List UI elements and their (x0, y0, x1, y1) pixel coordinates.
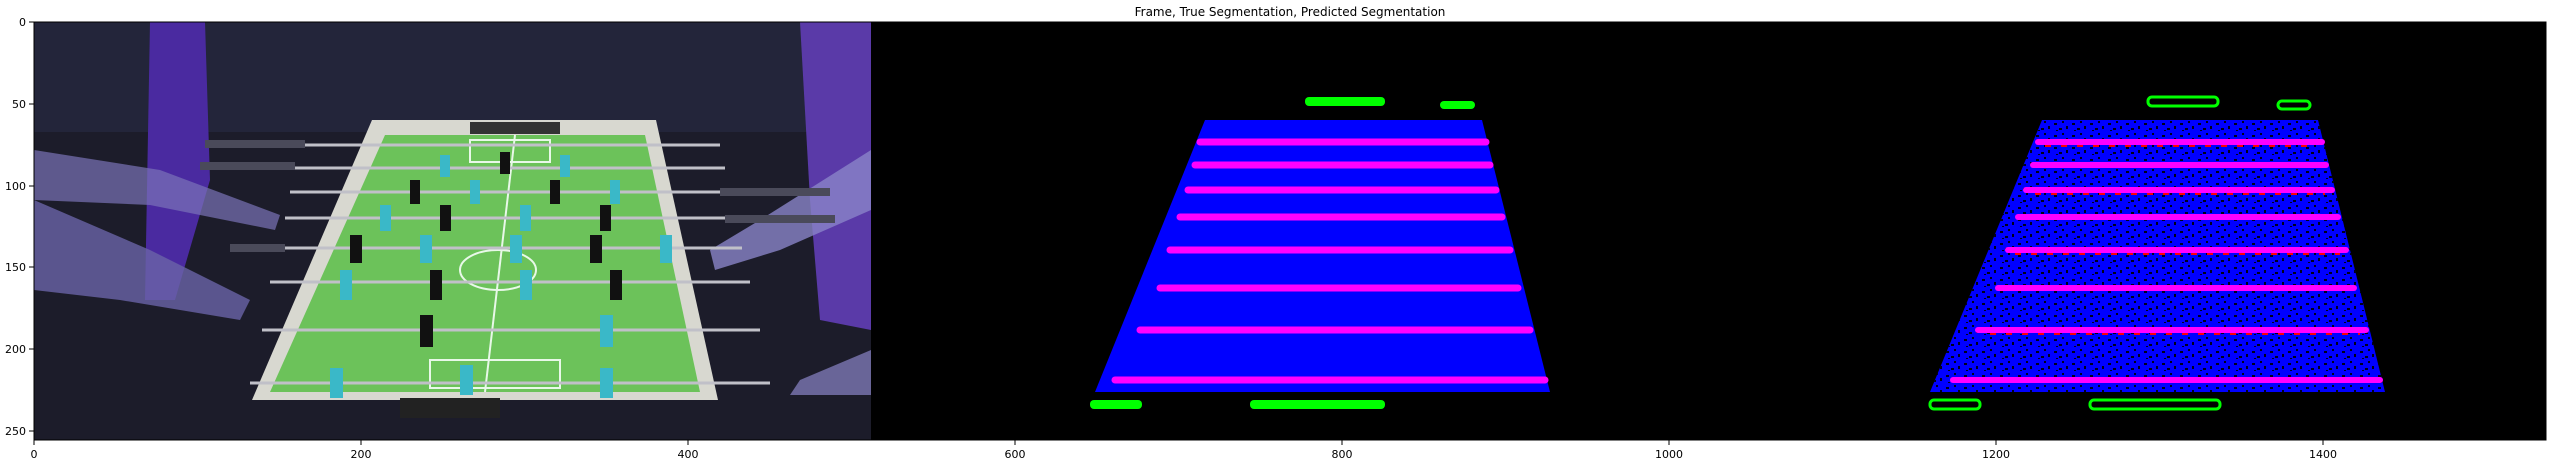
y-tick-label: 50 (12, 98, 26, 111)
predicted-segmentation-panel (1709, 22, 2546, 440)
frame-panel (34, 22, 871, 440)
true-segmentation-panel (871, 22, 1709, 440)
y-tick-label: 250 (5, 425, 26, 438)
x-tick-label: 1400 (2309, 448, 2337, 461)
x-tick-label: 0 (31, 448, 38, 461)
x-tick-label: 800 (1332, 448, 1353, 461)
predicted-rods (1950, 139, 2383, 383)
image-area (34, 22, 2546, 440)
x-tick-label: 1200 (1982, 448, 2010, 461)
y-axis: 0 50 100 150 200 250 (5, 16, 34, 438)
x-tick-label: 1000 (1655, 448, 1683, 461)
y-tick-label: 200 (5, 343, 26, 356)
x-tick-label: 400 (678, 448, 699, 461)
y-tick-label: 150 (5, 261, 26, 274)
y-tick-label: 100 (5, 180, 26, 193)
axes-frame (33, 21, 2547, 441)
x-tick-label: 600 (1005, 448, 1026, 461)
x-axis: 0 200 400 600 800 1000 1200 1400 (31, 440, 2337, 461)
table-field (270, 135, 700, 392)
x-tick-label: 200 (351, 448, 372, 461)
predicted-goals (1928, 95, 2312, 411)
predicted-noise (1990, 145, 2360, 335)
foosball-players (330, 152, 672, 398)
figure-title: Frame, True Segmentation, Predicted Segm… (1135, 5, 1446, 19)
y-tick-label: 0 (19, 16, 26, 29)
player-left-shirt (145, 22, 210, 300)
true-rods (1111, 138, 1549, 384)
true-goals (1090, 97, 1475, 409)
